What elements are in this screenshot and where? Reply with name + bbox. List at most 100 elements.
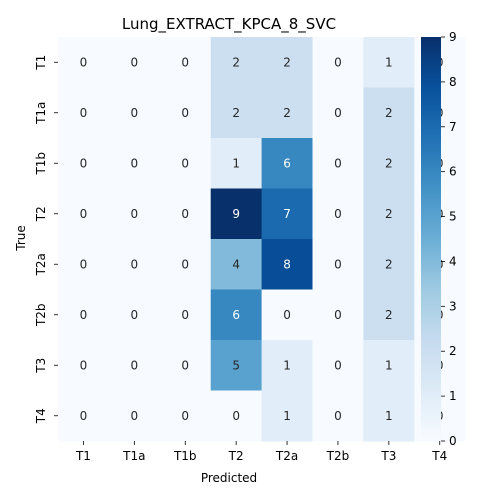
cell-value-label: 2 xyxy=(385,308,393,322)
colorbar-tick-label: 6 xyxy=(449,165,457,179)
cell-value-label: 6 xyxy=(283,156,291,170)
heatmap-cell xyxy=(312,239,364,290)
colorbar xyxy=(421,37,441,441)
x-axis-label: Predicted xyxy=(201,471,257,485)
heatmap-cell xyxy=(159,390,212,442)
colorbar-tick-label: 2 xyxy=(449,344,457,358)
heatmap-cell xyxy=(210,289,263,341)
cell-value-label: 2 xyxy=(385,156,393,170)
cell-value-label: 5 xyxy=(232,358,240,372)
heatmap-cell xyxy=(108,87,161,139)
cell-value-label: 0 xyxy=(334,308,342,322)
colorbar-tick-label: 1 xyxy=(449,389,457,403)
cell-value-label: 0 xyxy=(131,207,139,221)
y-tick-label: T1 xyxy=(34,55,48,71)
y-axis-ticks: T1 T1a T1b T2 T2a T2b T3 T4 xyxy=(34,55,58,424)
cell-value-label: 0 xyxy=(334,106,342,120)
y-tick-label: T1b xyxy=(34,152,48,176)
y-tick-label: T4 xyxy=(34,408,48,424)
cell-value-label: 4 xyxy=(232,257,240,271)
heatmap-cell xyxy=(363,340,415,391)
cell-value-label: 7 xyxy=(283,207,291,221)
cell-value-label: 0 xyxy=(131,308,139,322)
heatmap-cell xyxy=(363,390,415,442)
heatmap-cell xyxy=(312,289,364,341)
heatmap-cell xyxy=(210,340,263,391)
x-tick-label: T1b xyxy=(173,449,197,463)
heatmap-cell xyxy=(108,37,161,88)
heatmap-cell xyxy=(159,239,212,290)
cell-value-label: 0 xyxy=(181,308,189,322)
cell-value-label: 0 xyxy=(131,106,139,120)
heatmap-cell xyxy=(312,340,364,391)
cell-value-label: 0 xyxy=(131,55,139,69)
y-tick-label: T2a xyxy=(34,253,48,276)
heatmap-cell xyxy=(108,239,161,290)
cell-value-label: 0 xyxy=(131,409,139,423)
cell-value-label: 1 xyxy=(232,156,240,170)
cell-value-label: 0 xyxy=(181,106,189,120)
colorbar-tick-label: 4 xyxy=(449,254,457,268)
cell-value-label: 0 xyxy=(334,156,342,170)
y-tick-label: T2 xyxy=(34,206,48,222)
heatmap-cell xyxy=(58,289,110,341)
heatmap-cell xyxy=(108,289,161,341)
cell-value-label: 0 xyxy=(334,207,342,221)
heatmap-cell xyxy=(58,138,110,189)
colorbar-tick-label: 9 xyxy=(449,30,457,44)
heatmap-cell xyxy=(210,188,263,240)
cell-value-label: 0 xyxy=(131,156,139,170)
heatmap-cells: 0 0 0 2 2 0 1 0 0 0 0 2 2 0 2 0 0 0 0 1 6 0 2 0 0 0 0 9 7 0 2 0 0 0 0 4 8 0 2 0… xyxy=(58,37,466,442)
heatmap-cell xyxy=(261,289,313,341)
y-tick-label: T2b xyxy=(34,303,48,327)
x-tick-label: T3 xyxy=(380,449,396,463)
cell-value-label: 0 xyxy=(80,207,88,221)
colorbar-tick-label: 5 xyxy=(449,210,457,224)
cell-value-label: 2 xyxy=(232,106,240,120)
heatmap-cell xyxy=(108,390,161,442)
heatmap-cell xyxy=(261,138,313,189)
x-tick-label: T2 xyxy=(228,449,244,463)
cell-value-label: 2 xyxy=(385,207,393,221)
cell-value-label: 0 xyxy=(334,409,342,423)
heatmap-cell xyxy=(108,138,161,189)
x-tick-label: T4 xyxy=(431,449,447,463)
cell-value-label: 0 xyxy=(334,358,342,372)
colorbar-tick-label: 0 xyxy=(449,434,457,448)
heatmap-cell xyxy=(312,390,364,442)
heatmap-cell xyxy=(159,188,212,240)
chart-title: Lung_EXTRACT_KPCA_8_SVC xyxy=(122,15,336,34)
cell-value-label: 0 xyxy=(80,106,88,120)
heatmap-cell xyxy=(58,37,110,88)
cell-value-label: 0 xyxy=(80,409,88,423)
cell-value-label: 1 xyxy=(283,358,291,372)
heatmap-cell xyxy=(363,138,415,189)
heatmap-cell xyxy=(261,340,313,391)
heatmap-cell xyxy=(210,87,263,139)
heatmap-cell xyxy=(58,87,110,139)
cell-value-label: 2 xyxy=(283,106,291,120)
heatmap-cell xyxy=(108,340,161,391)
heatmap-cell xyxy=(210,390,263,442)
heatmap-cell xyxy=(363,289,415,341)
cell-value-label: 0 xyxy=(181,358,189,372)
heatmap-cell xyxy=(159,87,212,139)
heatmap-cell xyxy=(312,138,364,189)
cell-value-label: 0 xyxy=(181,55,189,69)
cell-value-label: 0 xyxy=(80,156,88,170)
cell-value-label: 0 xyxy=(80,257,88,271)
x-tick-label: T2a xyxy=(275,449,298,463)
cell-value-label: 0 xyxy=(334,257,342,271)
cell-value-label: 6 xyxy=(232,308,240,322)
heatmap-cell xyxy=(261,37,313,88)
heatmap-cell xyxy=(58,390,110,442)
heatmap-cell xyxy=(363,188,415,240)
cell-value-label: 0 xyxy=(283,308,291,322)
x-tick-label: T1 xyxy=(75,449,91,463)
heatmap-cell xyxy=(312,37,364,88)
heatmap-cell xyxy=(108,188,161,240)
heatmap-cell xyxy=(58,340,110,391)
x-tick-label: T1a xyxy=(122,449,145,463)
cell-value-label: 0 xyxy=(181,257,189,271)
